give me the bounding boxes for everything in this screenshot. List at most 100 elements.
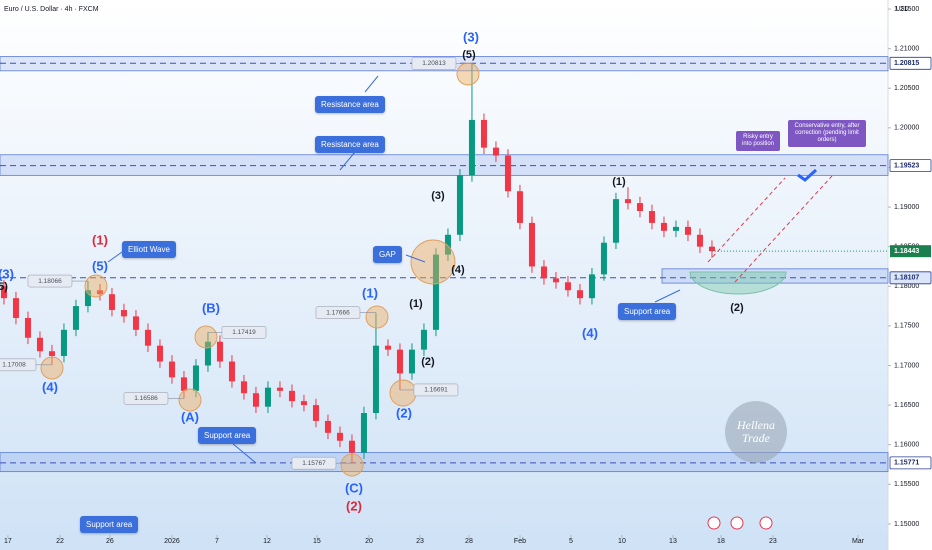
check-mark — [797, 168, 818, 182]
candle-body — [120, 310, 127, 317]
callout-label: 1.17008 — [2, 362, 26, 369]
entry-note: Risky entry into position — [736, 131, 780, 151]
candle-body — [276, 387, 283, 391]
wave-label: (2) — [730, 302, 744, 314]
y-tick-label: 1.18000 — [894, 283, 919, 290]
candle-body — [336, 432, 343, 441]
x-tick-label: 12 — [263, 538, 271, 545]
callout-label: 1.15767 — [302, 460, 326, 467]
pointer — [339, 151, 356, 171]
candle-body — [252, 393, 259, 407]
risky-path — [707, 177, 786, 263]
candle-body — [648, 211, 655, 223]
candle-body — [516, 191, 523, 223]
x-tick-label: 13 — [669, 538, 677, 545]
y-tick-label: 1.20000 — [894, 125, 919, 132]
callout-label: 1.16691 — [424, 387, 448, 394]
candle-body — [576, 290, 583, 299]
gap-circle — [410, 239, 456, 285]
callout-box — [0, 358, 37, 372]
wave-label: (1) — [362, 285, 378, 300]
currency-label: USD — [896, 7, 909, 13]
wave-label: (2) — [421, 356, 435, 368]
wave-label: (4) — [42, 379, 58, 394]
candle-body — [456, 175, 463, 235]
wave-label: (3) — [463, 29, 479, 44]
level-tag-label: 1.18107 — [894, 275, 919, 282]
y-tick-label: 1.17500 — [894, 323, 919, 330]
callout-label: 1.17419 — [232, 329, 256, 336]
candle-body — [624, 199, 631, 204]
x-tick-label: 18 — [717, 538, 725, 545]
candle-body — [300, 401, 307, 406]
last-price-tag — [890, 245, 931, 258]
pointer — [231, 442, 257, 464]
pointer — [654, 289, 681, 303]
wave-label: (4) — [582, 325, 598, 340]
callout-box — [123, 391, 169, 405]
candle-body — [228, 361, 235, 382]
last-price-label: 1.18443 — [894, 248, 919, 255]
candle-body — [324, 420, 331, 433]
wave-label: (3) — [431, 190, 445, 202]
x-tick-label: 23 — [769, 538, 777, 545]
candle-body — [504, 155, 511, 192]
candle-body — [600, 242, 607, 275]
y-tick-label: 1.21500 — [894, 6, 919, 13]
candle-body — [60, 329, 67, 356]
level-tag — [889, 159, 932, 173]
candle-body — [108, 294, 115, 311]
candle-body — [156, 345, 163, 362]
candle-body — [180, 377, 187, 391]
zone — [0, 154, 889, 176]
candle-body — [708, 246, 715, 252]
callout-box — [315, 306, 361, 320]
x-tick-label: Feb — [514, 538, 526, 545]
candle-body — [468, 119, 475, 176]
x-tick-label: 22 — [56, 538, 64, 545]
candle-body — [684, 226, 691, 235]
annotation-pill: Support area — [198, 427, 257, 444]
candle-body — [240, 381, 247, 394]
candle-body — [396, 349, 403, 374]
entry-note: Conservative entry, after correction (pe… — [788, 120, 866, 147]
x-tick-label: 17 — [4, 538, 12, 545]
highlight-circle — [456, 62, 480, 86]
x-tick-label: 20 — [365, 538, 373, 545]
candle-body — [36, 337, 43, 352]
level-tag — [889, 271, 932, 285]
candle-body — [96, 290, 103, 295]
candle-body — [672, 226, 679, 231]
candle-body — [48, 351, 55, 356]
y-tick-label: 1.15500 — [894, 481, 919, 488]
x-tick-label: Mar — [852, 538, 865, 545]
candle-body — [348, 440, 355, 453]
candle-body — [144, 329, 151, 346]
pointer — [364, 75, 379, 93]
wave-label: (1) — [92, 232, 108, 247]
highlight-circle — [365, 305, 389, 329]
y-tick-label: 1.17000 — [894, 362, 919, 369]
candle-body — [216, 341, 223, 362]
level-tag — [889, 56, 932, 70]
annotation-pill: Resistance area — [315, 96, 385, 113]
candle-body — [408, 349, 415, 374]
x-tick-label: 23 — [416, 538, 424, 545]
candle-body — [612, 199, 619, 243]
candle-body — [372, 345, 379, 414]
callout-label: 1.18066 — [38, 278, 62, 285]
y-tick-label: 1.16500 — [894, 402, 919, 409]
callout-label: 1.20813 — [422, 60, 446, 67]
candle-body — [168, 361, 175, 378]
candle-body — [552, 278, 559, 283]
annotation-pill: GAP — [373, 246, 402, 263]
candle-body — [84, 290, 91, 307]
level-tag-label: 1.15771 — [894, 460, 919, 467]
highlight-circle — [389, 379, 417, 407]
candle-body — [72, 306, 79, 330]
candle-body — [24, 317, 31, 338]
highlight-circle — [84, 274, 108, 298]
support-bowl — [689, 271, 787, 295]
